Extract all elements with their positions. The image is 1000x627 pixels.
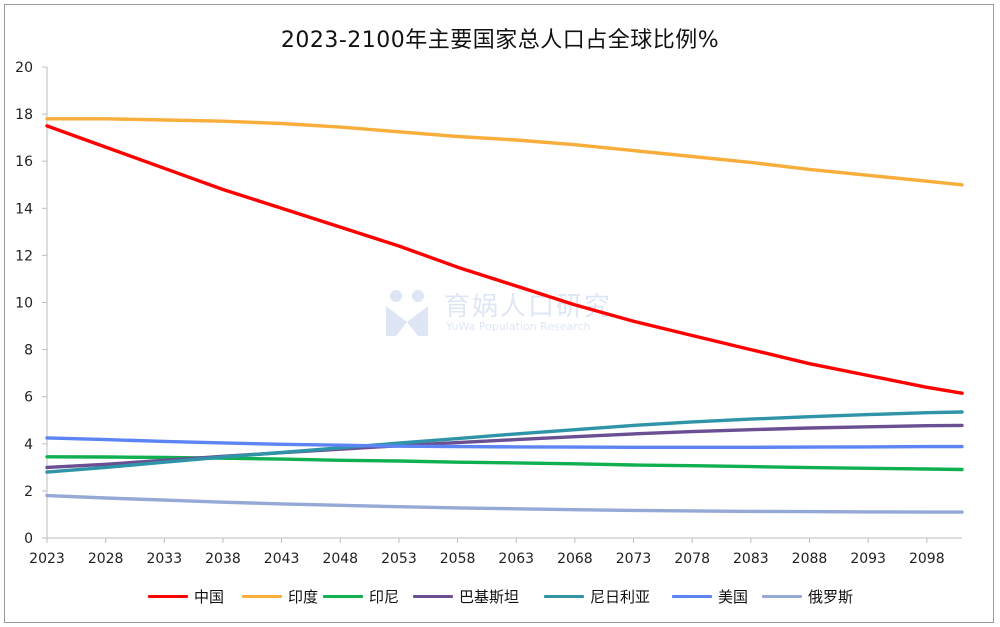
y-tick-label: 4 <box>24 437 33 453</box>
x-tick-label: 2053 <box>381 551 417 567</box>
x-tick-label: 2063 <box>498 551 534 567</box>
y-tick-label: 0 <box>24 531 33 547</box>
chart-title: 2023-2100年主要国家总人口占全球比例% <box>280 28 720 53</box>
legend-item: 巴基斯坦 <box>413 586 519 607</box>
x-axis: 2023 2028 2033 2038 2043 2048 2053 2058 2063 2068… <box>29 537 962 567</box>
legend-label: 巴基斯坦 <box>459 588 520 606</box>
x-tick-label: 2083 <box>733 551 769 567</box>
x-tick-label: 2033 <box>146 551 182 567</box>
legend-label: 俄罗斯 <box>808 588 854 606</box>
x-tick-label: 2028 <box>88 551 124 567</box>
y-tick-label: 8 <box>24 343 33 359</box>
legend-item: 中国 <box>148 586 224 607</box>
y-tick-label: 2 <box>24 484 33 500</box>
x-tick-label: 2073 <box>616 551 652 567</box>
x-tick-label: 2023 <box>29 551 65 567</box>
legend-item: 俄罗斯 <box>762 586 853 607</box>
x-tick-label: 2078 <box>674 551 710 567</box>
series-line-中国 <box>45 124 964 395</box>
series-line-印度 <box>45 117 964 187</box>
legend-item: 印尼 <box>323 586 399 607</box>
legend-swatch <box>242 595 282 598</box>
legend-item: 美国 <box>672 586 748 607</box>
legend-swatch <box>323 595 363 598</box>
x-tick-label: 2093 <box>850 551 886 567</box>
x-tick-label: 2058 <box>440 551 476 567</box>
chart-frame <box>4 4 994 623</box>
y-tick-label: 18 <box>15 107 33 123</box>
legend-swatch <box>148 595 188 598</box>
legend-label: 印度 <box>288 588 319 606</box>
y-tick-label: 16 <box>15 154 33 170</box>
legend-label: 中国 <box>194 588 225 606</box>
legend-label: 尼日利亚 <box>590 588 651 606</box>
series-line-美国 <box>45 436 964 449</box>
x-tick-label: 2043 <box>264 551 300 567</box>
legend-swatch <box>544 595 584 598</box>
series-line-俄罗斯 <box>45 493 964 514</box>
legend-label: 美国 <box>718 588 749 606</box>
y-tick-label: 20 <box>15 60 33 76</box>
legend-swatch <box>762 595 802 598</box>
yuwa-logo-icon <box>386 290 428 336</box>
x-tick-label: 2048 <box>322 551 358 567</box>
y-tick-label: 6 <box>24 390 33 406</box>
x-tick-label: 2038 <box>205 551 241 567</box>
x-tick-label: 2098 <box>909 551 945 567</box>
y-tick-label: 10 <box>15 296 33 312</box>
watermark-subtext: YuWa Population Research <box>446 320 591 333</box>
legend-item: 印度 <box>242 586 318 607</box>
x-tick-label: 2068 <box>557 551 593 567</box>
legend: 中国 印度 印尼 巴基斯坦 尼日利亚 美国 俄罗斯 <box>0 586 1000 610</box>
y-tick-label: 12 <box>15 248 33 264</box>
y-axis: 0 2 4 6 8 10 12 14 16 18 20 <box>15 60 48 547</box>
legend-label: 印尼 <box>369 588 400 606</box>
series-lines <box>45 117 964 514</box>
y-tick-label: 14 <box>15 201 33 217</box>
series-line-尼日利亚 <box>45 410 964 474</box>
x-tick-label: 2088 <box>792 551 828 567</box>
legend-swatch <box>672 595 712 598</box>
legend-swatch <box>413 595 453 598</box>
legend-item: 尼日利亚 <box>544 586 650 607</box>
